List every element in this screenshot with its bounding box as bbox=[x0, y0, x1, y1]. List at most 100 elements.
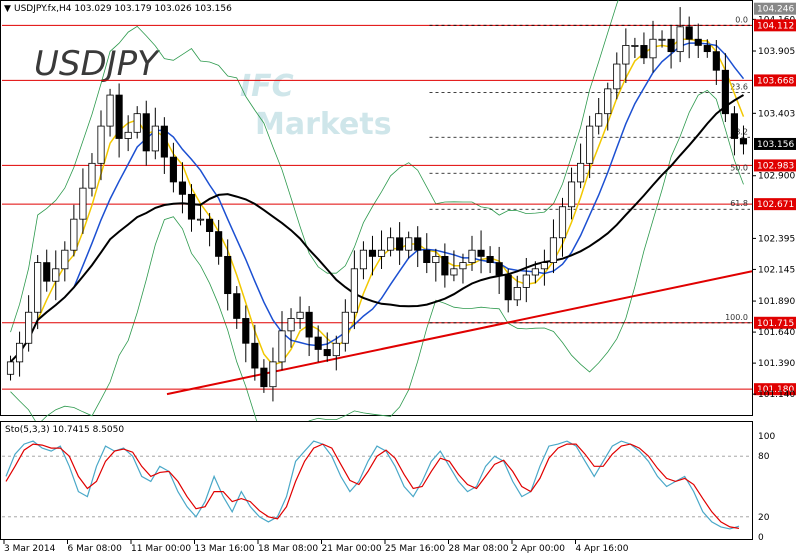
candle-body bbox=[658, 38, 666, 41]
candle-body bbox=[278, 330, 286, 363]
candle-body bbox=[314, 336, 322, 350]
fib-label: 23.6 bbox=[730, 83, 748, 92]
candle-body bbox=[224, 255, 232, 295]
stochastic-title: Sto(5,3,3) 10.7415 8.5050 bbox=[5, 425, 124, 435]
price-marker bbox=[754, 316, 796, 329]
stochastic-main-line bbox=[5, 440, 740, 530]
candle-body bbox=[486, 255, 494, 264]
candle-body bbox=[296, 311, 304, 319]
time-tick-label: 4 Apr 16:00 bbox=[576, 544, 629, 554]
candle-body bbox=[70, 218, 78, 251]
candle-body bbox=[730, 113, 738, 139]
main-panel: IFC Markets USDJPY 0.0 23.6 38.2 50.0 61.8 10… bbox=[0, 0, 753, 454]
candle-body bbox=[631, 45, 639, 47]
price-tick-label: 101.640 bbox=[758, 328, 795, 338]
price-marker bbox=[754, 159, 796, 172]
stochastic-tick-label: 100 bbox=[758, 432, 775, 442]
price-marker-label: 102.671 bbox=[757, 200, 794, 210]
candle-body bbox=[34, 262, 42, 313]
candle-body bbox=[115, 94, 123, 139]
candle-body bbox=[721, 69, 729, 115]
ma-blue-line bbox=[9, 42, 745, 363]
price-tick-label: 102.900 bbox=[758, 172, 795, 182]
candle-body bbox=[359, 249, 367, 270]
price-marker-label: 101.180 bbox=[757, 385, 794, 395]
ma-black-line bbox=[9, 94, 745, 363]
candle-body bbox=[323, 349, 331, 357]
candle-body bbox=[396, 237, 404, 251]
price-marker-label: 103.156 bbox=[757, 140, 794, 150]
candle-body bbox=[432, 255, 440, 264]
candle-body bbox=[459, 262, 467, 270]
candle-body bbox=[595, 113, 603, 127]
candle-body bbox=[649, 38, 657, 59]
candle-body bbox=[251, 342, 259, 369]
candle-body bbox=[577, 162, 585, 183]
candle-body bbox=[387, 237, 395, 251]
candle-body bbox=[350, 268, 358, 313]
price-tick-label: 102.395 bbox=[758, 234, 795, 244]
candle-body bbox=[52, 268, 60, 282]
candle-body bbox=[703, 45, 711, 53]
fib-label: 100.0 bbox=[725, 313, 748, 322]
price-marker-label: 104.246 bbox=[757, 5, 794, 15]
candle-body bbox=[6, 361, 15, 375]
time-tick-label: 6 Mar 08:00 bbox=[68, 544, 123, 554]
candle-body bbox=[124, 131, 132, 139]
price-tick-label: 101.890 bbox=[758, 297, 795, 307]
candle-body bbox=[142, 113, 150, 152]
candle-body bbox=[513, 287, 521, 301]
candle-body bbox=[522, 274, 530, 288]
candle-body bbox=[622, 45, 630, 65]
candle-body bbox=[667, 38, 675, 53]
candle-body bbox=[468, 249, 476, 264]
header-triangle: ▼ bbox=[4, 4, 11, 14]
candle-body bbox=[531, 268, 539, 276]
bollinger-lower bbox=[10, 89, 744, 454]
candle-body bbox=[450, 268, 458, 276]
candle-body bbox=[187, 193, 196, 220]
candle-body bbox=[151, 125, 159, 152]
symbol-title: USDJPY bbox=[34, 44, 160, 84]
price-marker-label: 102.983 bbox=[757, 161, 794, 171]
candle-body bbox=[196, 218, 205, 221]
header: ▼ USDJPY.fx,H4 103.029 103.179 103.026 1… bbox=[4, 4, 232, 14]
candle-body bbox=[586, 125, 594, 164]
watermark-logo: IFC bbox=[240, 69, 294, 104]
candle-body bbox=[477, 249, 485, 257]
candle-body bbox=[178, 181, 187, 195]
candle-body bbox=[567, 181, 576, 208]
watermark-text: Markets bbox=[255, 107, 392, 142]
stochastic-panel: Sto(5,3,3) 10.7415 8.5050 bbox=[0, 421, 753, 540]
candle-body bbox=[106, 94, 114, 127]
time-tick-label: 13 Mar 16:00 bbox=[195, 544, 255, 554]
candle-body bbox=[25, 311, 33, 344]
candle-body bbox=[233, 293, 241, 319]
candle-body bbox=[43, 262, 51, 282]
price-axis: 104.246104.160104.112103.905103.668103.4… bbox=[752, 2, 796, 400]
time-tick-label: 21 Mar 00:00 bbox=[322, 544, 382, 554]
candle-body bbox=[242, 318, 250, 344]
candle-body bbox=[640, 45, 648, 59]
candle-body bbox=[685, 26, 693, 40]
fib-label: 61.8 bbox=[730, 199, 748, 208]
candle-body bbox=[405, 237, 413, 251]
price-marker bbox=[754, 137, 796, 150]
candle-body bbox=[287, 318, 295, 332]
time-tick-label: 25 Mar 16:00 bbox=[385, 544, 445, 554]
stochastic-tick-label: 80 bbox=[758, 452, 770, 462]
time-tick-label: 11 Mar 00:00 bbox=[131, 544, 191, 554]
price-tick-label: 103.905 bbox=[758, 47, 795, 57]
candle-body bbox=[97, 125, 105, 164]
header-ohlc: USDJPY.fx,H4 103.029 103.179 103.026 103… bbox=[14, 4, 232, 14]
price-tick-label: 103.403 bbox=[758, 109, 795, 119]
stochastic-signal-line bbox=[5, 443, 740, 529]
bollinger-upper bbox=[10, 0, 619, 333]
candle-body bbox=[558, 206, 567, 239]
candle-body bbox=[169, 156, 177, 183]
time-tick-label: 28 Mar 08:00 bbox=[449, 544, 509, 554]
candle-body bbox=[712, 51, 720, 71]
stochastic-panel-frame bbox=[0, 421, 753, 540]
candle-body bbox=[604, 88, 612, 115]
